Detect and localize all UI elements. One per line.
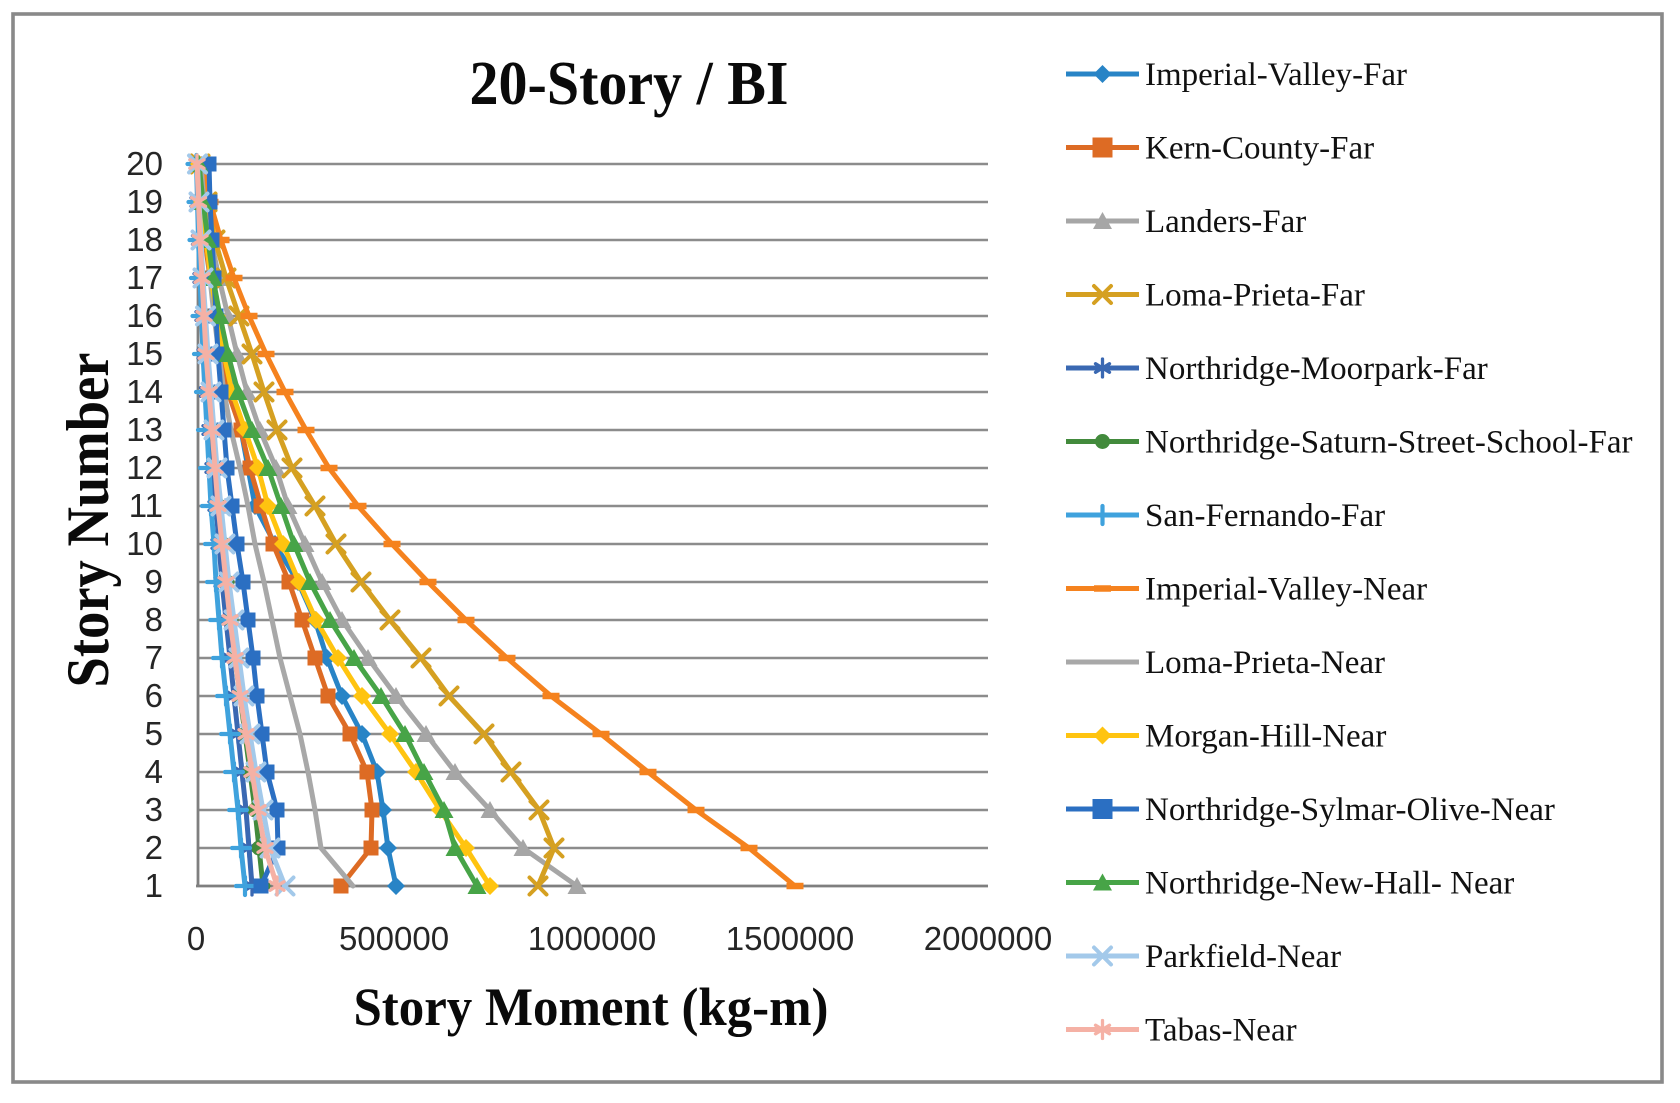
svg-text:20-Story / BI: 20-Story / BI <box>470 50 789 118</box>
svg-text:1: 1 <box>145 867 163 904</box>
svg-text:17: 17 <box>126 259 163 296</box>
svg-text:Northridge-Sylmar-Olive-Near: Northridge-Sylmar-Olive-Near <box>1145 792 1555 828</box>
svg-text:San-Fernando-Far: San-Fernando-Far <box>1145 498 1385 534</box>
svg-text:16: 16 <box>126 297 163 334</box>
svg-text:Story Moment (kg-m): Story Moment (kg-m) <box>354 977 829 1037</box>
svg-text:15: 15 <box>126 335 163 372</box>
svg-text:4: 4 <box>145 753 163 790</box>
svg-text:Landers-Far: Landers-Far <box>1145 204 1306 240</box>
svg-text:Northridge-Moorpark-Far: Northridge-Moorpark-Far <box>1145 351 1488 387</box>
svg-text:0: 0 <box>187 920 205 957</box>
svg-text:18: 18 <box>126 221 163 258</box>
svg-text:3: 3 <box>145 791 163 828</box>
svg-text:5: 5 <box>145 715 163 752</box>
svg-text:11: 11 <box>129 487 163 524</box>
svg-text:8: 8 <box>145 601 163 638</box>
svg-text:Loma-Prieta-Far: Loma-Prieta-Far <box>1145 278 1365 314</box>
svg-text:9: 9 <box>145 563 163 600</box>
svg-text:Parkfield-Near: Parkfield-Near <box>1145 939 1341 975</box>
svg-text:Loma-Prieta-Near: Loma-Prieta-Near <box>1145 645 1385 681</box>
svg-text:2: 2 <box>145 829 163 866</box>
svg-text:Story Number: Story Number <box>55 353 121 688</box>
svg-text:Northridge-Saturn-Street-Schoo: Northridge-Saturn-Street-School-Far <box>1145 425 1633 461</box>
svg-text:Tabas-Near: Tabas-Near <box>1145 1013 1297 1049</box>
svg-text:Morgan-Hill-Near: Morgan-Hill-Near <box>1145 719 1386 755</box>
svg-text:14: 14 <box>126 373 163 410</box>
svg-text:500000: 500000 <box>339 920 449 957</box>
svg-text:Imperial-Valley-Near: Imperial-Valley-Near <box>1145 572 1427 608</box>
svg-text:Northridge-New-Hall- Near: Northridge-New-Hall- Near <box>1145 866 1514 902</box>
svg-text:2000000: 2000000 <box>924 920 1052 957</box>
svg-text:6: 6 <box>145 677 163 714</box>
svg-text:1000000: 1000000 <box>528 920 656 957</box>
svg-text:Kern-County-Far: Kern-County-Far <box>1145 131 1374 167</box>
svg-text:Imperial-Valley-Far: Imperial-Valley-Far <box>1145 57 1407 93</box>
svg-text:20: 20 <box>126 145 163 182</box>
svg-text:19: 19 <box>126 183 163 220</box>
svg-text:10: 10 <box>126 525 163 562</box>
svg-text:1500000: 1500000 <box>726 920 854 957</box>
svg-text:12: 12 <box>126 449 163 486</box>
svg-text:13: 13 <box>126 411 163 448</box>
svg-text:7: 7 <box>145 639 163 676</box>
